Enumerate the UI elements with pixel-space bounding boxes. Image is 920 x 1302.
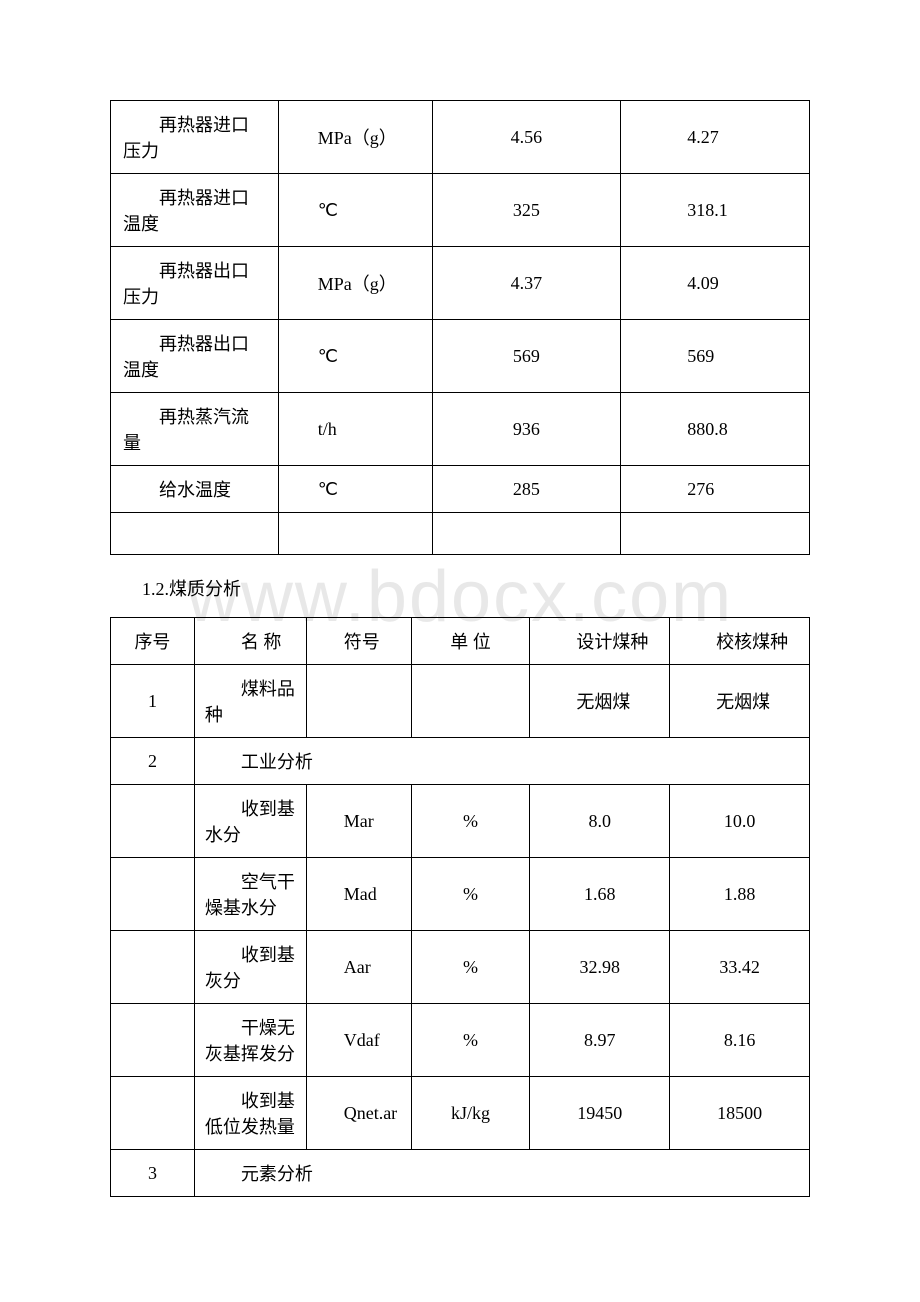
cell-seq: 2: [111, 738, 195, 785]
table-row: 给水温度 ℃ 285 276: [111, 466, 810, 513]
empty-cell: [111, 513, 279, 555]
cell-seq: [111, 931, 195, 1004]
cell-symbol: Vdaf: [306, 1004, 411, 1077]
param-value-2: 569: [621, 320, 810, 393]
cell-name: 煤料品种: [194, 665, 306, 738]
param-unit: ℃: [278, 466, 432, 513]
param-value-1: 569: [432, 320, 621, 393]
param-label: 再热器出口压力: [111, 247, 279, 320]
header-seq: 序号: [111, 618, 195, 665]
cell-design: 1.68: [530, 858, 670, 931]
param-value-1: 936: [432, 393, 621, 466]
section-heading: 元素分析: [194, 1150, 809, 1197]
param-value-1: 4.37: [432, 247, 621, 320]
cell-seq: [111, 1077, 195, 1150]
param-value-1: 285: [432, 466, 621, 513]
section-heading: 工业分析: [194, 738, 809, 785]
param-label: 再热器进口温度: [111, 174, 279, 247]
param-value-2: 880.8: [621, 393, 810, 466]
table-row: 收到基灰分 Aar % 32.98 33.42: [111, 931, 810, 1004]
cell-seq: [111, 858, 195, 931]
cell-symbol: Aar: [306, 931, 411, 1004]
param-value-2: 276: [621, 466, 810, 513]
empty-cell: [621, 513, 810, 555]
table-row: 再热器进口压力 MPa（g） 4.56 4.27: [111, 101, 810, 174]
section-title: 1.2.煤质分析: [142, 575, 810, 601]
table-row: 再热器出口压力 MPa（g） 4.37 4.09: [111, 247, 810, 320]
cell-check: 18500: [670, 1077, 810, 1150]
param-unit: ℃: [278, 320, 432, 393]
param-label: 给水温度: [111, 466, 279, 513]
param-unit: t/h: [278, 393, 432, 466]
param-value-1: 325: [432, 174, 621, 247]
param-value-2: 318.1: [621, 174, 810, 247]
param-unit: MPa（g）: [278, 101, 432, 174]
param-label: 再热器出口温度: [111, 320, 279, 393]
cell-symbol: Mar: [306, 785, 411, 858]
cell-unit: kJ/kg: [411, 1077, 530, 1150]
cell-name: 空气干燥基水分: [194, 858, 306, 931]
table-row: 干燥无灰基挥发分 Vdaf % 8.97 8.16: [111, 1004, 810, 1077]
cell-seq: 3: [111, 1150, 195, 1197]
table-row: 再热器进口温度 ℃ 325 318.1: [111, 174, 810, 247]
coal-analysis-table: 序号 名 称 符号 单 位 设计煤种 校核煤种 1 煤料品种 无烟煤 无烟煤 2…: [110, 617, 810, 1197]
table-row: 再热器出口温度 ℃ 569 569: [111, 320, 810, 393]
table-row: 收到基低位发热量 Qnet.ar kJ/kg 19450 18500: [111, 1077, 810, 1150]
table-row: 1 煤料品种 无烟煤 无烟煤: [111, 665, 810, 738]
table-row: 再热蒸汽流量 t/h 936 880.8: [111, 393, 810, 466]
header-unit: 单 位: [411, 618, 530, 665]
param-label: 再热蒸汽流量: [111, 393, 279, 466]
header-design: 设计煤种: [530, 618, 670, 665]
cell-symbol: [306, 665, 411, 738]
cell-unit: %: [411, 1004, 530, 1077]
cell-check: 1.88: [670, 858, 810, 931]
cell-name: 干燥无灰基挥发分: [194, 1004, 306, 1077]
header-symbol: 符号: [306, 618, 411, 665]
table-section-row: 3 元素分析: [111, 1150, 810, 1197]
cell-unit: %: [411, 785, 530, 858]
cell-unit: %: [411, 858, 530, 931]
cell-name: 收到基低位发热量: [194, 1077, 306, 1150]
header-name: 名 称: [194, 618, 306, 665]
table-row-empty: [111, 513, 810, 555]
param-unit: ℃: [278, 174, 432, 247]
table-header-row: 序号 名 称 符号 单 位 设计煤种 校核煤种: [111, 618, 810, 665]
cell-name: 收到基灰分: [194, 931, 306, 1004]
cell-design: 32.98: [530, 931, 670, 1004]
cell-design: 8.0: [530, 785, 670, 858]
cell-design: 无烟煤: [530, 665, 670, 738]
param-value-1: 4.56: [432, 101, 621, 174]
param-unit: MPa（g）: [278, 247, 432, 320]
cell-check: 10.0: [670, 785, 810, 858]
param-value-2: 4.09: [621, 247, 810, 320]
table-row: 空气干燥基水分 Mad % 1.68 1.88: [111, 858, 810, 931]
empty-cell: [432, 513, 621, 555]
cell-design: 8.97: [530, 1004, 670, 1077]
cell-symbol: Mad: [306, 858, 411, 931]
cell-seq: 1: [111, 665, 195, 738]
cell-check: 8.16: [670, 1004, 810, 1077]
boiler-parameters-table: 再热器进口压力 MPa（g） 4.56 4.27 再热器进口温度 ℃ 325 3…: [110, 100, 810, 555]
param-label: 再热器进口压力: [111, 101, 279, 174]
cell-symbol: Qnet.ar: [306, 1077, 411, 1150]
table-row: 收到基水分 Mar % 8.0 10.0: [111, 785, 810, 858]
cell-unit: %: [411, 931, 530, 1004]
cell-check: 无烟煤: [670, 665, 810, 738]
header-check: 校核煤种: [670, 618, 810, 665]
cell-seq: [111, 1004, 195, 1077]
table-section-row: 2 工业分析: [111, 738, 810, 785]
cell-seq: [111, 785, 195, 858]
empty-cell: [278, 513, 432, 555]
cell-name: 收到基水分: [194, 785, 306, 858]
param-value-2: 4.27: [621, 101, 810, 174]
cell-check: 33.42: [670, 931, 810, 1004]
cell-design: 19450: [530, 1077, 670, 1150]
cell-unit: [411, 665, 530, 738]
